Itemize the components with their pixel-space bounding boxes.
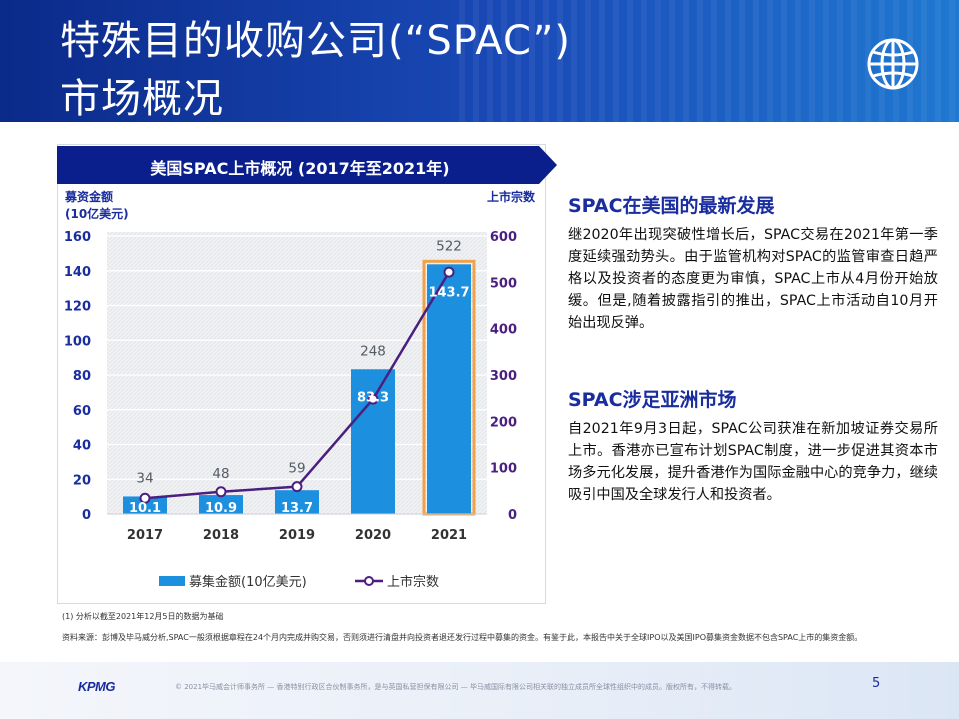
right-tick-label: 600 bbox=[490, 230, 517, 245]
section-body-us: 继2020年出现突破性增长后，SPAC交易在2021年第一季度延续强劲势头。由于… bbox=[568, 227, 938, 331]
category-label: 2019 bbox=[279, 528, 315, 543]
category-label: 2018 bbox=[203, 528, 239, 543]
right-tick-label: 300 bbox=[490, 369, 517, 384]
right-tick-label: 100 bbox=[490, 462, 517, 477]
count-point bbox=[291, 481, 303, 493]
left-tick-label: 80 bbox=[73, 369, 91, 384]
count-point bbox=[215, 486, 227, 498]
legend-bar-swatch bbox=[159, 576, 185, 586]
bar bbox=[123, 496, 167, 514]
axes: 0 20 40 60 80 100 120 140 160 0 100 200 300 400 500 600… bbox=[64, 189, 536, 543]
left-tick-label: 20 bbox=[73, 473, 91, 488]
category-label: 2021 bbox=[431, 528, 467, 543]
section-title-us: SPAC在美国的最新发展 bbox=[568, 195, 775, 217]
legend-line-label: 上市宗数 bbox=[387, 574, 439, 590]
count-value-label: 48 bbox=[212, 466, 229, 482]
count-point bbox=[443, 266, 455, 278]
kpmg-logo: KPMG bbox=[78, 679, 116, 694]
count-value-label: 248 bbox=[360, 343, 386, 359]
count-value-label: 34 bbox=[136, 470, 153, 486]
data-labels: 10.1 10.9 13.7 83.3 143.7 34 48 59 248 522 bbox=[129, 238, 470, 516]
bar bbox=[275, 490, 319, 514]
chart-title: 美国SPAC上市概况 (2017年至2021年) bbox=[150, 159, 450, 178]
right-tick-label: 0 bbox=[508, 508, 517, 523]
left-tick-label: 60 bbox=[73, 404, 91, 419]
count-value-label: 522 bbox=[436, 238, 462, 254]
header-decoration bbox=[459, 0, 959, 122]
source-note: 资料来源：彭博及毕马威分析,SPAC一般须根据章程在24个月内完成并购交易，否则… bbox=[62, 633, 863, 642]
section-body-asia: 自2021年9月3日起，SPAC公司获准在新加坡证券交易所上市。香港亦已宣布计划… bbox=[568, 421, 938, 503]
bar bbox=[427, 264, 471, 514]
legend-bar-label: 募集金额(10亿美元) bbox=[189, 574, 307, 590]
left-tick-label: 0 bbox=[82, 508, 91, 523]
page-number: 5 bbox=[872, 676, 881, 691]
section-title-asia: SPAC涉足亚洲市场 bbox=[568, 389, 737, 411]
line-series bbox=[139, 266, 455, 504]
bar-value-label: 10.9 bbox=[205, 501, 237, 516]
count-point bbox=[367, 393, 379, 405]
spac-chart: 10.1 10.9 13.7 83.3 143.7 34 48 59 248 522 0 20 40 6… bbox=[64, 189, 536, 590]
left-axis-title-line2: (10亿美元) bbox=[65, 206, 129, 221]
count-point bbox=[139, 492, 151, 504]
count-value-label: 59 bbox=[288, 461, 305, 477]
bar-value-label: 143.7 bbox=[428, 285, 469, 300]
left-axis-title-line1: 募资金额 bbox=[64, 189, 113, 204]
bar-value-label: 83.3 bbox=[357, 390, 389, 405]
footer-legal-text: © 2021毕马威会计师事务所 — 香港特别行政区合伙制事务所，是与英国私营担保… bbox=[175, 683, 736, 691]
left-tick-label: 140 bbox=[64, 265, 91, 280]
bar bbox=[199, 495, 243, 514]
bar bbox=[351, 369, 395, 514]
category-label: 2020 bbox=[355, 528, 391, 543]
left-tick-label: 160 bbox=[64, 230, 91, 245]
bar-value-label: 10.1 bbox=[129, 501, 161, 516]
category-label: 2017 bbox=[127, 528, 163, 543]
right-tick-label: 400 bbox=[490, 323, 517, 338]
right-tick-label: 200 bbox=[490, 415, 517, 430]
right-tick-label: 500 bbox=[490, 276, 517, 291]
left-tick-label: 100 bbox=[64, 334, 91, 349]
legend: 募集金额(10亿美元) 上市宗数 bbox=[159, 574, 439, 590]
globe-icon bbox=[867, 38, 919, 90]
page-title-line1: 特殊目的收购公司(“SPAC”) bbox=[60, 18, 571, 64]
page-title-line2: 市场概况 bbox=[60, 76, 224, 122]
footer bbox=[0, 662, 959, 719]
left-tick-label: 120 bbox=[64, 300, 91, 315]
bar-value-label: 13.7 bbox=[281, 501, 313, 516]
left-tick-label: 40 bbox=[73, 439, 91, 454]
chart-title-banner bbox=[57, 146, 557, 184]
right-axis-title: 上市宗数 bbox=[487, 189, 536, 204]
footnote: (1) 分析以截至2021年12月5日的数据为基础 bbox=[62, 612, 224, 621]
legend-line-marker bbox=[364, 576, 374, 586]
header-banner bbox=[0, 0, 959, 122]
